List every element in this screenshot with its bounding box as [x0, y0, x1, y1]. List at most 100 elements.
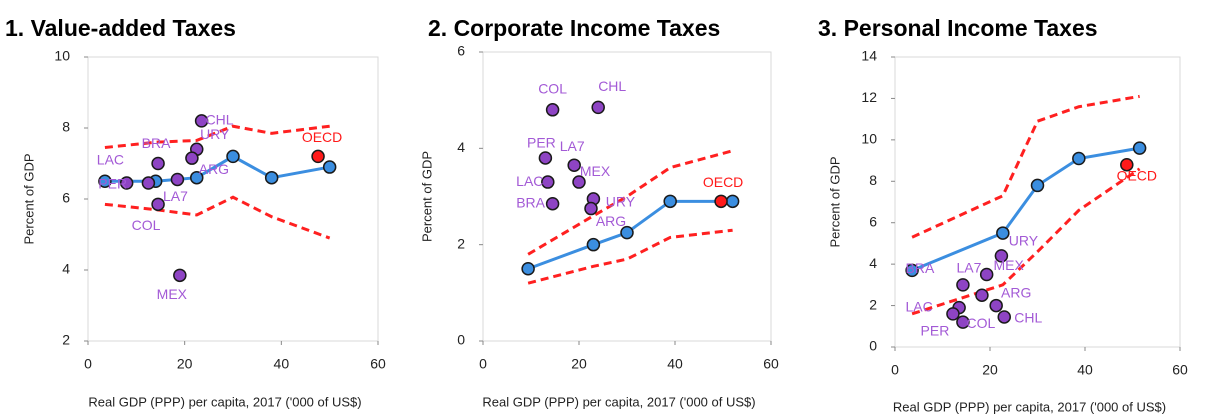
x-axis-label: Real GDP (PPP) per capita, 2017 ('000 of…: [482, 394, 755, 409]
band-line: [527, 228, 733, 285]
country-point: [946, 307, 960, 321]
band-line: [104, 195, 331, 240]
y-tick-label: 6: [869, 213, 877, 229]
x-tick-label: 20: [177, 356, 193, 372]
country-point: [170, 172, 185, 187]
country-point: [975, 288, 989, 302]
country-label: PER: [921, 323, 950, 339]
band-line: [911, 94, 1140, 239]
y-tick-label: 6: [62, 190, 70, 206]
country-label: LAC: [97, 152, 124, 168]
plot-frame: [482, 51, 772, 342]
country-point: [956, 278, 970, 292]
y-tick-label: 10: [54, 48, 70, 64]
trend-marker: [264, 170, 279, 185]
chart-title: 3. Personal Income Taxes: [818, 15, 1098, 41]
country-point: [173, 268, 187, 283]
country-point: [541, 175, 555, 189]
trend-marker: [620, 225, 634, 240]
trend-marker: [905, 263, 919, 278]
country-label: COL: [538, 81, 567, 97]
y-tick-label: 4: [62, 261, 70, 277]
country-point: [997, 310, 1011, 324]
trend-marker: [996, 226, 1010, 240]
country-label: URY: [200, 126, 230, 142]
y-tick-label: 2: [62, 332, 70, 348]
band-line: [104, 124, 330, 150]
country-label: COL: [967, 315, 996, 331]
country-label: CHL: [598, 78, 626, 94]
country-point: [994, 249, 1009, 263]
oecd-label: OECD: [1117, 167, 1157, 183]
x-tick-label: 0: [479, 356, 487, 372]
x-tick-label: 40: [274, 356, 290, 372]
country-point: [151, 156, 165, 171]
country-label: BRA: [906, 260, 935, 276]
country-point: [956, 315, 970, 329]
y-tick-label: 10: [861, 131, 877, 147]
x-tick-label: 60: [763, 356, 779, 372]
plot-frame: [87, 56, 379, 342]
y-tick-label: 0: [869, 338, 877, 354]
country-label: URY: [1009, 233, 1039, 249]
oecd-point: [714, 194, 728, 209]
country-point: [119, 176, 134, 190]
x-tick-label: 60: [370, 356, 386, 372]
country-label: BRA: [516, 194, 545, 210]
trend-marker: [1030, 178, 1045, 193]
country-point: [591, 100, 605, 115]
y-tick-label: 8: [62, 119, 70, 135]
country-label: LA7: [956, 260, 981, 276]
trend-marker: [1132, 141, 1147, 155]
y-tick-label: 6: [457, 43, 465, 59]
y-tick-label: 14: [861, 48, 877, 64]
country-point: [538, 151, 553, 165]
country-point: [584, 201, 598, 216]
y-axis-label: Percent of GDP: [21, 153, 36, 244]
country-label: ARG: [1001, 284, 1031, 300]
oecd-label: OECD: [703, 174, 743, 190]
band-line: [911, 167, 1141, 316]
x-tick-label: 20: [982, 362, 998, 378]
y-tick-label: 2: [869, 296, 877, 312]
trend-marker: [663, 194, 677, 209]
y-tick-label: 4: [869, 255, 877, 271]
x-tick-label: 0: [84, 356, 92, 372]
x-tick-label: 60: [1172, 362, 1188, 378]
country-label: MEX: [580, 163, 611, 179]
country-point: [545, 196, 560, 211]
country-label: COL: [132, 217, 161, 233]
trend-marker: [226, 149, 240, 164]
y-tick-label: 12: [861, 89, 877, 105]
country-label: ARG: [596, 213, 626, 229]
country-label: URY: [606, 194, 636, 210]
country-point: [989, 298, 1003, 313]
chart-title: 1. Value-added Taxes: [5, 15, 236, 41]
country-point: [567, 158, 581, 172]
country-label: LAC: [516, 173, 543, 189]
country-point: [185, 151, 199, 165]
country-label: PER: [527, 135, 556, 151]
trend-marker: [322, 160, 337, 174]
x-axis-label: Real GDP (PPP) per capita, 2017 ('000 of…: [88, 394, 361, 409]
country-point: [141, 176, 156, 190]
country-label: PER: [98, 176, 127, 192]
country-label: MEX: [157, 286, 188, 302]
oecd-point: [1120, 157, 1134, 172]
x-tick-label: 0: [891, 362, 899, 378]
y-axis-label: Percent of GDP: [419, 151, 434, 242]
y-tick-label: 4: [457, 139, 465, 155]
trend-marker: [725, 194, 740, 209]
oecd-point: [311, 149, 325, 164]
x-axis-label: Real GDP (PPP) per capita, 2017 ('000 of…: [893, 399, 1166, 414]
band-line: [527, 149, 733, 256]
country-label: CHL: [206, 112, 234, 128]
country-label: CHL: [1014, 310, 1042, 326]
y-tick-label: 0: [457, 332, 465, 348]
trend-marker: [1072, 151, 1086, 166]
country-label: LAC: [906, 298, 933, 314]
country-label: LA7: [560, 138, 585, 154]
y-tick-label: 2: [457, 235, 465, 251]
chart-title: 2. Corporate Income Taxes: [428, 15, 720, 41]
